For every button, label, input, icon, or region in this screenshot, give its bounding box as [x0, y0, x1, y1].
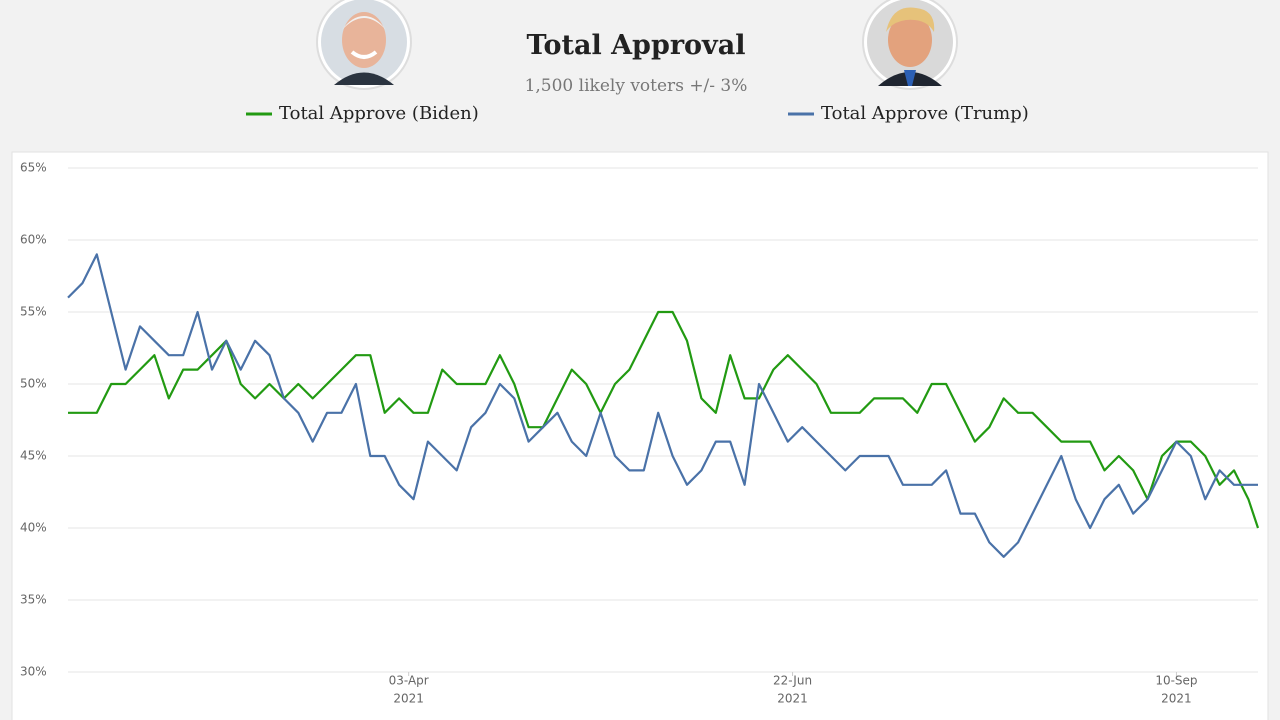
series-line [68, 310, 1260, 529]
y-tick-label: 35% [20, 593, 47, 607]
x-tick-label: 10-Sep [1155, 674, 1197, 688]
y-tick-label: 40% [20, 521, 47, 535]
y-tick-label: 50% [20, 377, 47, 391]
legend-label: Total Approve (Biden) [279, 103, 479, 124]
chart-subtitle: 1,500 likely voters +/- 3% [525, 76, 748, 96]
plot-panel [11, 151, 1269, 720]
portrait-trump [862, 0, 958, 90]
x-tick-year: 2021 [777, 692, 808, 706]
y-tick-label: 55% [20, 305, 47, 319]
y-tick-label: 65% [20, 161, 47, 175]
x-tick-year: 2021 [393, 692, 424, 706]
legend-label: Total Approve (Trump) [821, 103, 1029, 124]
y-tick-label: 30% [20, 665, 47, 679]
chart-title: Total Approval [526, 30, 745, 61]
series-line [67, 253, 1258, 558]
y-tick-label: 60% [20, 233, 47, 247]
x-tick-year: 2021 [1161, 692, 1192, 706]
x-tick-label: 03-Apr [389, 674, 429, 688]
x-tick-label: 22-Jun [773, 674, 812, 688]
y-tick-label: 45% [20, 449, 47, 463]
portrait-biden [316, 0, 412, 90]
